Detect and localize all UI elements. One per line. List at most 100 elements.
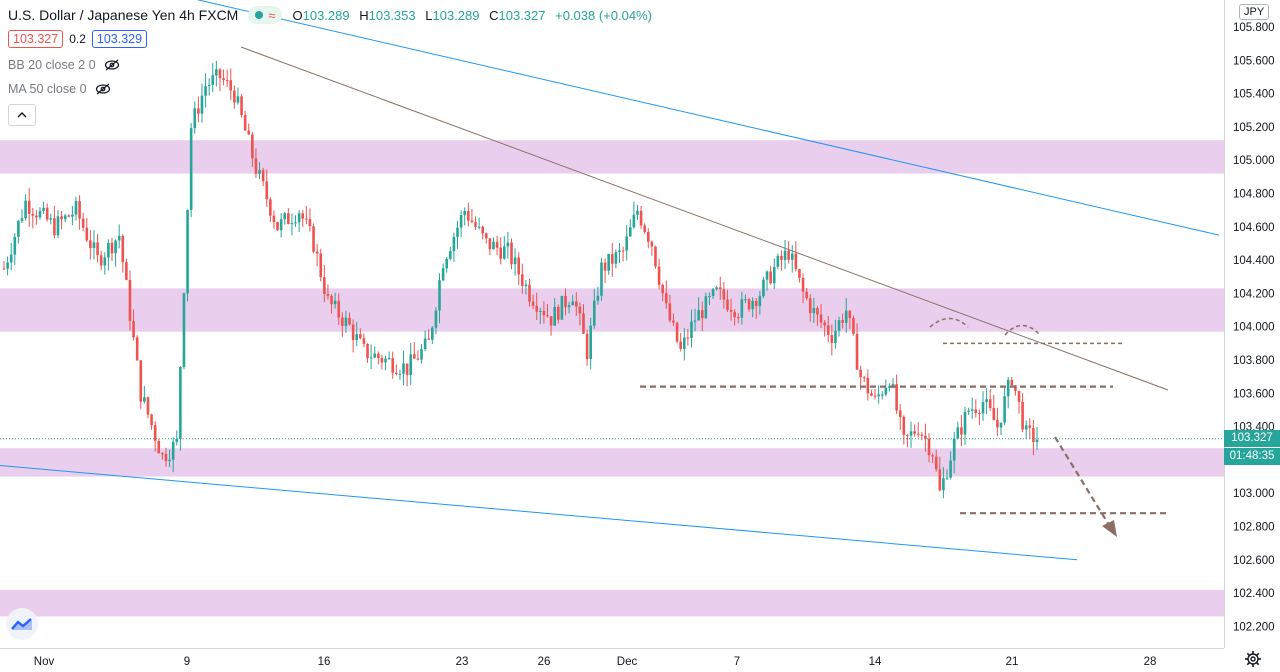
channel-line [196, 0, 1220, 236]
candle-body [168, 459, 171, 462]
price-axis[interactable]: 105.800 105.600 105.400 105.200 105.000 104.8… [1224, 0, 1280, 672]
candle-body [988, 399, 992, 408]
projection-arrow-head [1102, 520, 1117, 537]
candle-body [747, 299, 751, 310]
candle-body [125, 262, 128, 280]
candle-body [35, 215, 38, 218]
candle-body [632, 214, 636, 228]
candle-body [337, 300, 341, 318]
buy-button[interactable]: 103.329 [91, 30, 148, 48]
candle-body [1021, 401, 1024, 430]
candle-body [589, 325, 592, 360]
candle-body [610, 253, 614, 264]
candle-body [898, 410, 902, 417]
candle-body [931, 455, 934, 457]
candle-body [528, 284, 531, 302]
candle-body [92, 242, 96, 249]
candle-body [301, 213, 305, 219]
candle-body [1032, 427, 1035, 443]
candle-body [416, 358, 420, 360]
candle-body [675, 322, 679, 342]
time-tick-label: Nov [34, 656, 55, 668]
candle-body [600, 262, 603, 296]
candle-body [553, 306, 556, 326]
candle-body [99, 255, 103, 266]
tradingview-logo-icon[interactable] [6, 608, 38, 640]
channel-line [0, 465, 1078, 561]
sell-button[interactable]: 103.327 [8, 30, 64, 48]
candle-body [297, 213, 301, 223]
candle-body [643, 225, 646, 232]
candle-body [211, 75, 215, 85]
candle-body [121, 235, 125, 263]
candle-body [870, 393, 873, 396]
gear-icon[interactable] [1244, 650, 1262, 668]
supply-demand-zones [0, 140, 1224, 617]
candle-body [722, 289, 726, 300]
candle-body [888, 386, 891, 388]
time-axis[interactable]: Nov 9 16 23 26 Dec 7 14 21 28 [0, 648, 1280, 672]
indicator-bb[interactable]: BB 20 close 2 0 [8, 58, 120, 72]
candle-body [474, 222, 477, 227]
candle-body [1017, 391, 1021, 402]
candle-body [942, 478, 945, 491]
candle-body [391, 358, 395, 373]
candle-body [513, 257, 517, 265]
candle-body [592, 300, 596, 326]
indicator-ma-label: MA 50 close 0 [8, 82, 87, 96]
symbol-title[interactable]: U.S. Dollar / Japanese Yen 4h FXCM [8, 7, 239, 23]
eye-hidden-icon[interactable] [95, 83, 111, 95]
candle-body [283, 213, 287, 220]
currency-badge[interactable]: JPY [1239, 4, 1270, 20]
candle-body [197, 108, 200, 114]
double-top-arc [929, 317, 969, 328]
candle-body [261, 170, 265, 182]
candle-body [762, 279, 765, 297]
candle-body [117, 235, 121, 241]
candle-body [132, 321, 135, 338]
candle-body [179, 366, 182, 439]
candle-body [538, 310, 542, 312]
candle-body [96, 242, 99, 256]
candle-body [700, 310, 704, 319]
indicator-ma[interactable]: MA 50 close 0 [8, 82, 111, 96]
market-status-pill[interactable]: ≈ [248, 6, 283, 24]
candle-body [53, 218, 56, 236]
candle-body [85, 227, 89, 241]
candle-body [596, 295, 600, 301]
candle-body [1006, 379, 1010, 397]
time-tick-label: 26 [538, 656, 551, 668]
candle-body [686, 337, 690, 339]
candle-body [387, 358, 391, 360]
candle-body [934, 456, 938, 470]
candle-body [736, 317, 740, 319]
candle-body [6, 262, 9, 269]
candle-body [398, 373, 402, 375]
candle-body [366, 343, 369, 359]
time-tick-label: 7 [734, 656, 740, 668]
candle-body [510, 242, 513, 265]
candle-body [344, 317, 348, 326]
candle-body [938, 469, 942, 491]
candle-body [646, 231, 650, 242]
candle-body [488, 238, 492, 250]
candle-body [402, 363, 405, 374]
candle-body [290, 223, 294, 225]
candle-body [89, 240, 92, 249]
price-tick-label: 105.000 [1233, 155, 1275, 167]
candle-body [546, 315, 549, 317]
candle-body [204, 86, 207, 96]
time-tick-label: 23 [456, 656, 469, 668]
candle-body [384, 358, 387, 363]
candle-body [333, 300, 337, 305]
candle-body [1035, 439, 1039, 443]
spread-value: 0.2 [69, 32, 86, 46]
candle-body [823, 322, 826, 326]
candle-body [222, 78, 225, 81]
candle-body [974, 409, 978, 413]
candle-body [726, 299, 729, 310]
eye-hidden-icon[interactable] [104, 59, 120, 71]
candle-body [819, 314, 823, 323]
collapse-legend-button[interactable] [8, 104, 36, 126]
